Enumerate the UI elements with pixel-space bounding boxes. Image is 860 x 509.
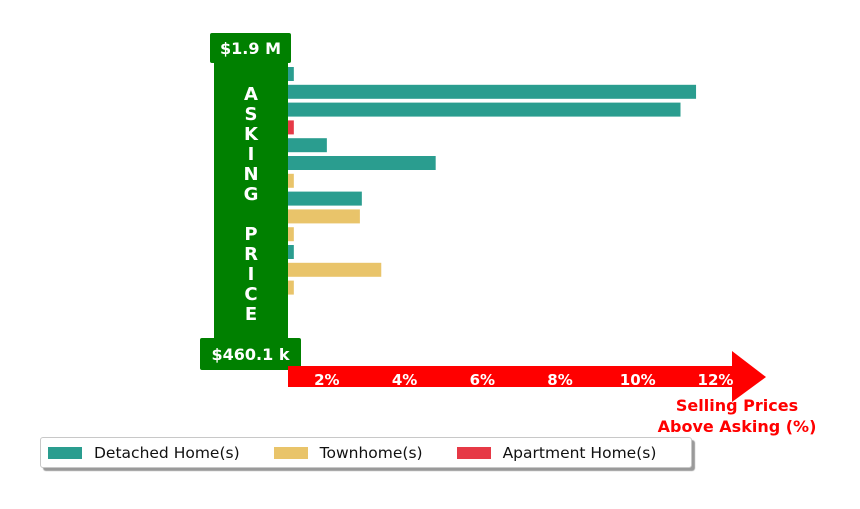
asking-price-letter-9: I [248,264,255,285]
x-ticks-layer: 2% 4% 6% 8% 10% 12% [314,371,733,389]
bar-8 [288,209,360,224]
x-axis-label-line1: Selling Prices [676,396,798,415]
legend-item-apartment: Apartment Home(s) [456,443,657,462]
bar-1 [288,84,697,99]
legend: Detached Home(s) Townhome(s) Apartment H… [40,437,692,468]
x-axis-arrow [288,351,766,402]
asking-price-letter-2: K [244,124,259,145]
legend-item-townhome: Townhome(s) [273,443,423,462]
bar-12 [288,280,294,295]
bar-5 [288,156,436,170]
bottom-price-label-box [200,338,301,370]
top-price-label-box [210,33,291,63]
legend-label-townhome: Townhome(s) [319,443,423,462]
bar-10 [288,245,294,259]
legend-swatch-townhome [273,446,308,459]
asking-price-letter-3: I [248,144,255,165]
asking-price-letter-8: R [244,244,258,265]
x-axis-label-line2: Above Asking (%) [658,417,817,436]
asking-price-letter-1: S [245,104,258,125]
x-tick-label-3: 8% [547,371,572,389]
x-tick-label-2: 6% [470,371,495,389]
bar-11 [288,262,382,277]
bottom-price-label: $460.1 k [212,345,290,364]
asking-price-letter-7: P [244,224,257,245]
bars-layer [288,67,697,295]
legend-label-detached: Detached Home(s) [94,443,240,462]
asking-price-letter-5: G [244,184,259,205]
legend-swatch-detached [48,446,82,459]
asking-price-letter-10: C [244,284,257,305]
bar-9 [288,227,294,242]
x-tick-label-0: 2% [314,371,339,389]
x-tick-label-4: 10% [620,371,656,389]
bar-6 [288,173,294,188]
bar-0 [288,67,294,81]
asking-price-letter-11: E [245,304,257,325]
asking-price-letter-0: A [244,84,258,105]
asking-price-letter-4: N [243,164,258,185]
x-tick-label-1: 4% [392,371,417,389]
bar-3 [288,120,294,135]
legend-item-detached: Detached Home(s) [48,444,240,462]
legend-swatch-apartment [456,446,491,459]
bar-7 [288,191,362,206]
x-tick-label-5: 12% [698,371,734,389]
bar-4 [288,138,327,153]
asking-price-band [214,58,288,340]
legend-label-apartment: Apartment Home(s) [502,443,657,462]
top-price-label: $1.9 M [220,39,281,58]
bar-2 [288,102,681,117]
